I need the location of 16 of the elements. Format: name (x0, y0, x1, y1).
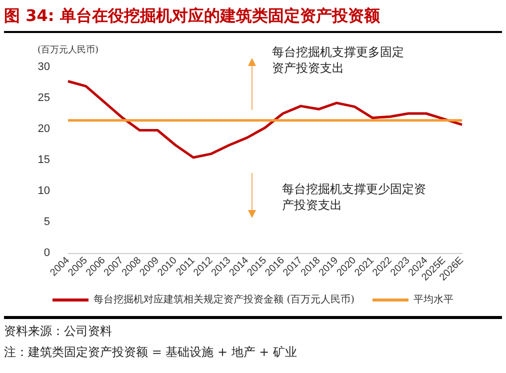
legend-label: 平均水平 (413, 294, 454, 306)
y-tick-label: 25 (38, 92, 50, 104)
annotation: 每台挖掘机支撑更多固定资产投资支出 (272, 44, 405, 76)
y-tick-label: 5 (44, 216, 50, 228)
y-tick-label: 10 (38, 185, 50, 197)
text: 资料来源：公司资料 (4, 323, 113, 340)
legend-label: 每台挖掘机对应建筑相关规定资产投资金额 (百万元人民币) (94, 294, 355, 306)
y-tick-label: 20 (38, 123, 50, 135)
annotation: 每台挖掘机支撑更少固定资产投资支出 (282, 181, 427, 213)
chart-title: 图 34: 单台在役挖掘机对应的建筑类固定资产投资额 (4, 6, 502, 33)
line-series (66, 80, 464, 159)
y-axis-title: (百万元人民币) (37, 44, 99, 56)
y-tick-label: 0 (44, 247, 50, 259)
text: 注：建筑类固定资产投资额 = 基础设施 + 地产 + 矿业 (4, 344, 298, 361)
y-tick-label: 15 (38, 154, 50, 166)
y-tick-label: 30 (38, 61, 50, 73)
